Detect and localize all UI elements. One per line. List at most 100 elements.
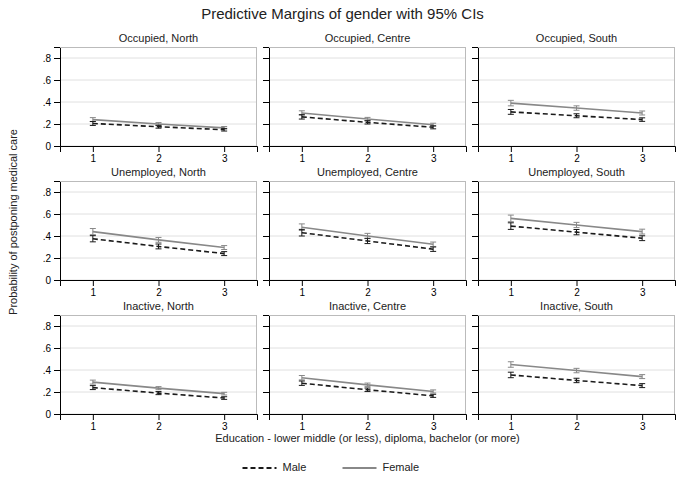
series [299,111,436,127]
x-tick-label: 2 [365,287,371,298]
x-tick-mark [159,146,160,152]
x-tick: 1 [300,414,306,432]
series-line [511,375,642,386]
x-axis-line [270,147,467,153]
grid-line [60,102,257,103]
series [299,381,436,397]
y-tick-mark [472,348,478,349]
grid-line [478,192,675,193]
series-line [511,365,642,377]
series-line [93,123,224,129]
y-tick-mark [263,326,269,327]
x-tick-mark [368,280,369,286]
x-axis: 1 2 3 [479,414,676,432]
plot-area [90,118,227,131]
grid-line [478,214,675,215]
y-tick: .8 [43,53,60,64]
y-tick-mark [472,80,478,81]
y-axis-line [54,48,61,147]
series-line [302,117,433,127]
x-axis: 123 [270,414,467,432]
x-tick-mark [224,280,225,286]
y-tick: .2 [43,119,60,130]
plot-area [90,229,227,256]
y-tick-mark [472,214,478,215]
series [508,223,645,241]
grid-line [60,214,257,215]
y-tick-mark [263,280,269,281]
x-axis-line [61,147,258,153]
x-tick-mark [224,146,225,152]
x-axis: 123 [270,146,467,164]
y-tick-mark [263,258,269,259]
grid-line [60,258,257,259]
y-tick-mark [472,414,478,415]
y-tick [472,370,478,371]
y-tick-mark [472,258,478,259]
y-tick-mark [472,392,478,393]
frame-top [269,47,466,48]
panel: Inactive, Centre123 [263,300,467,432]
y-tick-label: .8 [43,321,52,332]
y-tick-mark [54,348,60,349]
series-line [302,233,433,250]
y-tick: .2 [43,253,60,264]
series [90,386,227,400]
y-tick-mark [54,80,60,81]
y-tick [472,214,478,215]
series [90,121,227,131]
x-tick-label: 3 [431,421,437,432]
y-tick-mark [54,214,60,215]
frame-top [60,315,257,316]
y-tick-mark [263,146,269,147]
x-tick-mark [93,280,94,286]
x-tick-mark [224,414,225,420]
y-tick [263,80,269,81]
y-axis-line [472,182,479,281]
y-axis-line [54,316,61,415]
y-axis-line [263,48,270,147]
grid-line [60,370,257,371]
x-tick: 2 [156,280,162,298]
y-tick: 0 [45,141,60,152]
panel-title: Occupied, South [536,32,617,44]
x-tick-label: 2 [365,153,371,164]
x-tick-mark [577,280,578,286]
x-tick: 3 [222,146,228,164]
y-tick-mark [263,58,269,59]
frame-right [674,47,675,146]
x-tick: 2 [574,280,580,298]
y-tick [263,258,269,259]
grid [478,58,675,146]
x-axis-line [479,281,676,287]
frame-top [269,181,466,182]
grid-line [478,236,675,237]
grid-line [60,236,257,237]
frame-right [256,181,257,280]
y-tick [472,192,478,193]
y-tick [472,348,478,349]
y-tick-label: .8 [43,53,52,64]
x-tick-label: 1 [300,421,306,432]
grid-line [60,326,257,327]
x-axis-line [479,415,676,421]
x-tick: 3 [431,280,437,298]
y-tick-mark [472,370,478,371]
grid-line [60,58,257,59]
y-tick-mark [54,326,60,327]
x-tick-label: 1 [509,421,515,432]
y-tick [472,326,478,327]
panel: Occupied, Centre123 [263,32,467,164]
series-line [511,112,642,120]
plot-area [299,111,436,129]
y-tick-mark [54,258,60,259]
x-tick: 1 [509,280,515,298]
x-tick: 2 [574,146,580,164]
y-tick [263,146,269,147]
x-tick: 2 [574,414,580,432]
x-tick-label: 1 [91,153,97,164]
x-tick-label: 3 [640,421,646,432]
x-tick-label: 2 [574,421,580,432]
grid-line [478,124,675,125]
y-tick-label: .2 [43,253,52,264]
